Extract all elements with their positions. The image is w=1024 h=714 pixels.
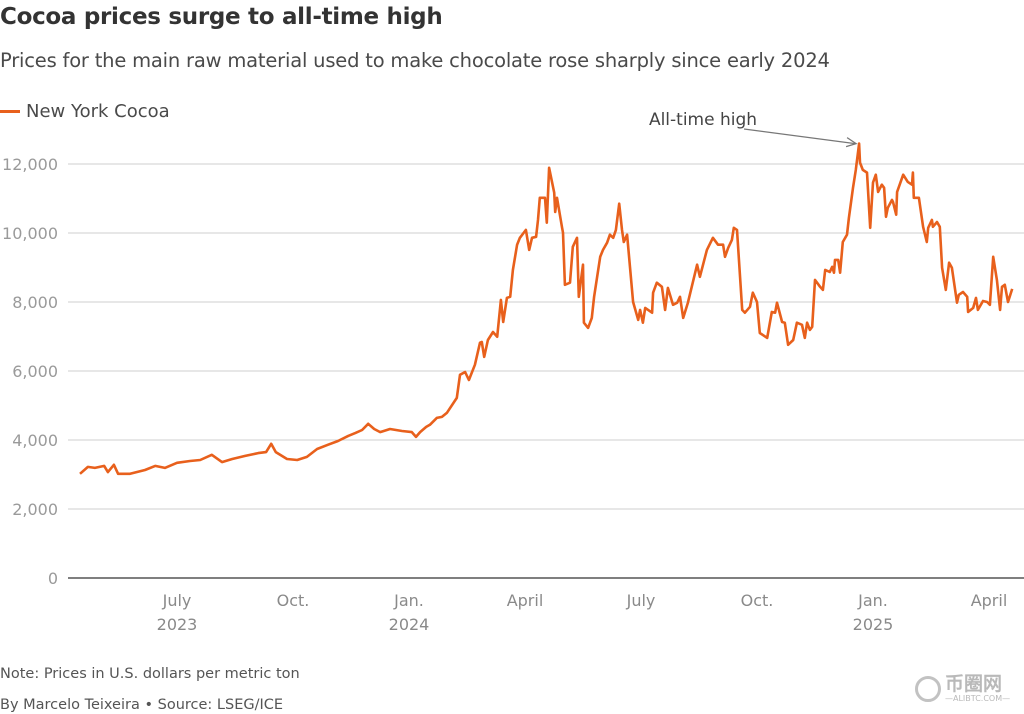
annotation-all-time-high: All-time high <box>649 110 757 130</box>
footnote: Note: Prices in U.S. dollars per metric … <box>0 666 300 682</box>
y-tick-label: 6,000 <box>12 362 58 381</box>
chart-title: Cocoa prices surge to all-time high <box>0 4 443 30</box>
x-tick-label: Oct. <box>741 591 774 610</box>
x-tick-year-label: 2023 <box>157 615 198 634</box>
watermark: 币圈网 —ALIBTC.COM— <box>915 674 1010 703</box>
series-line-new-york-cocoa <box>79 142 1014 476</box>
y-tick-label: 8,000 <box>12 293 58 312</box>
byline-source: By Marcelo Teixeira • Source: LSEG/ICE <box>0 697 284 713</box>
watermark-logo-icon <box>915 675 941 702</box>
legend-label: New York Cocoa <box>26 101 170 122</box>
annotation-arrow <box>743 128 856 145</box>
x-tick-year-label: 2025 <box>853 615 894 634</box>
x-tick-label: Jan. <box>857 591 888 610</box>
x-tick-label: July <box>626 591 656 610</box>
y-tick-label: 10,000 <box>2 224 58 243</box>
legend: New York Cocoa <box>0 101 170 122</box>
watermark-cn: 币圈网 <box>945 673 1003 695</box>
x-tick-label: Oct. <box>277 591 310 610</box>
x-tick-label: April <box>971 591 1008 610</box>
x-tick-label: July <box>162 591 192 610</box>
x-tick-label: April <box>507 591 544 610</box>
arrow-head-icon <box>845 137 858 148</box>
y-tick-label: 2,000 <box>12 500 58 519</box>
watermark-en: —ALIBTC.COM— <box>945 694 1011 703</box>
legend-swatch <box>0 110 20 113</box>
y-tick-label: 4,000 <box>12 431 58 450</box>
y-tick-label: 0 <box>48 569 58 588</box>
x-tick-year-label: 2024 <box>389 615 430 634</box>
x-tick-label: Jan. <box>393 591 424 610</box>
y-tick-label: 12,000 <box>2 155 58 174</box>
chart-subtitle: Prices for the main raw material used to… <box>0 49 830 72</box>
